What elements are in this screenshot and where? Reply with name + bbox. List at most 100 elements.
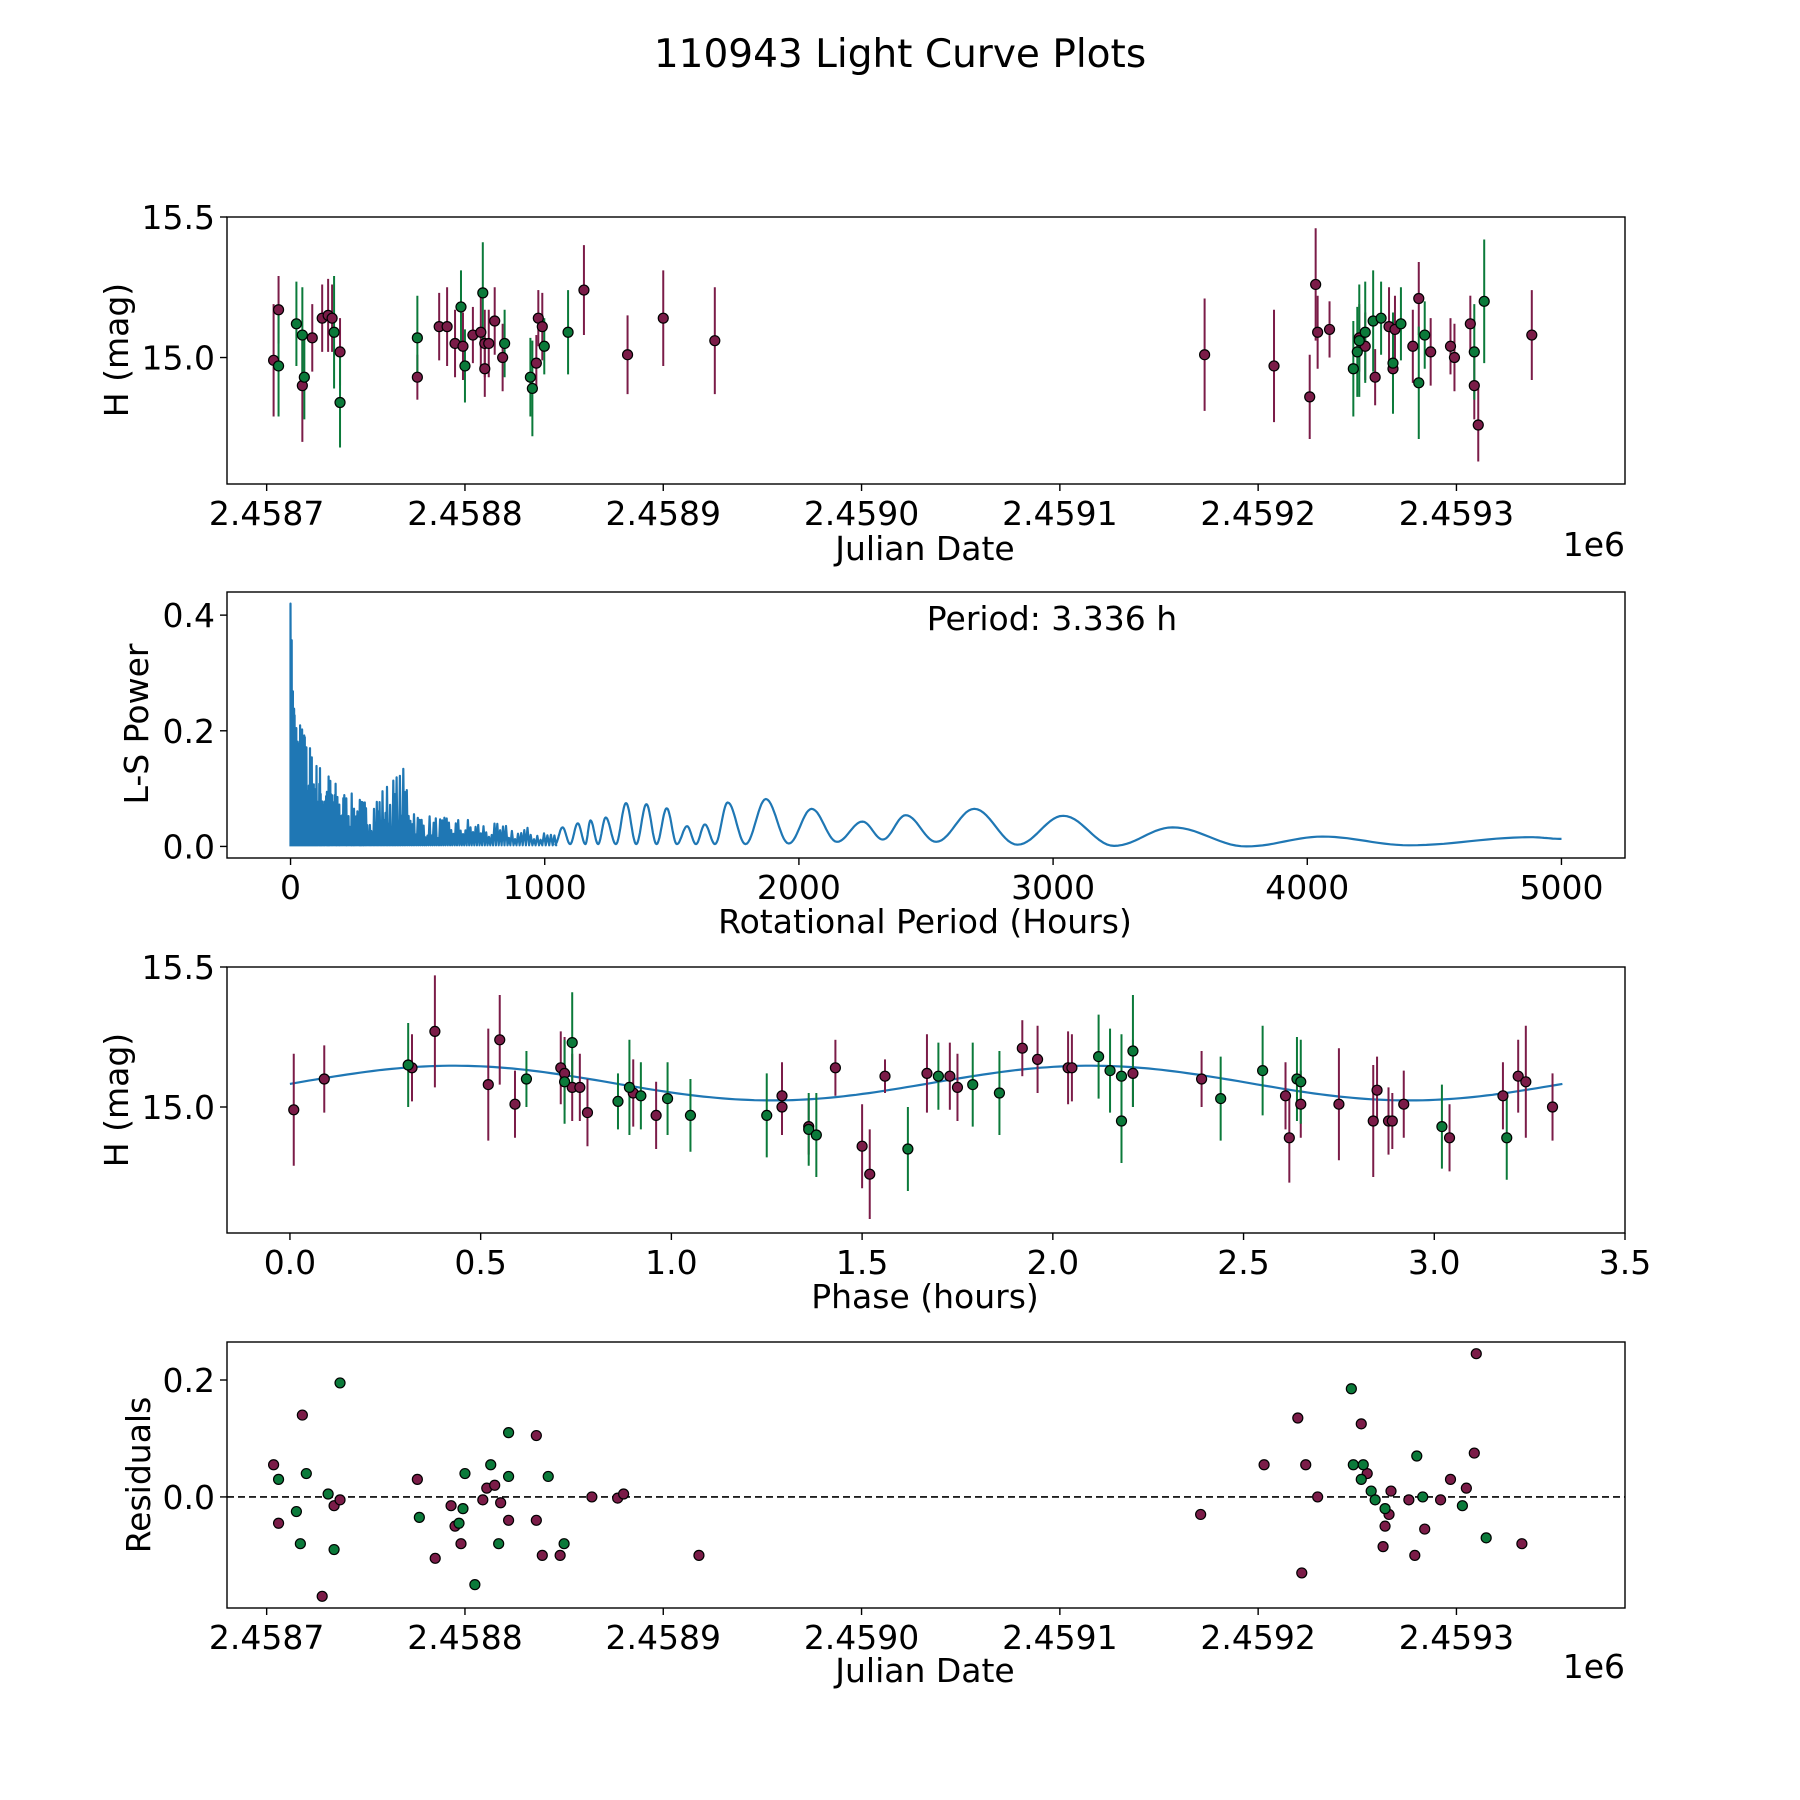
resid-red-point (536, 1549, 548, 1561)
resid-green-point (1369, 1494, 1381, 1506)
lc-green-point (334, 396, 346, 409)
resid-red-point (1195, 1508, 1207, 1521)
lc-red-point (306, 332, 318, 344)
resid-red-point (1379, 1520, 1391, 1532)
phase-red-point (1520, 1076, 1532, 1088)
lc-green-point (1413, 377, 1425, 389)
lc-red-point (334, 346, 346, 358)
resid-green-point (290, 1505, 303, 1518)
lc-red-point (1444, 340, 1457, 352)
resid-green-point (1347, 1459, 1359, 1471)
lc-green-point (1387, 357, 1399, 369)
resid-green-point (1357, 1459, 1369, 1471)
resid-red-point (1355, 1418, 1367, 1430)
resid-red-point (411, 1473, 423, 1485)
ls-x-tick-label: 0 (280, 868, 301, 907)
phase-green-point (967, 1078, 979, 1091)
lc-red-point (1304, 391, 1316, 403)
lc-green-point (538, 340, 550, 352)
ls-x-tick-label: 3000 (1011, 868, 1095, 907)
resid-red-point (296, 1409, 308, 1421)
phase-x-tick-label: 0.0 (264, 1243, 316, 1282)
phase-red-point (288, 1104, 300, 1116)
phase-red-point (1386, 1115, 1398, 1127)
resid-red-point (477, 1494, 489, 1506)
phase-red-point (509, 1098, 521, 1110)
lc-green-point (526, 382, 538, 395)
lc-red-point (497, 351, 509, 364)
resid-red-point (554, 1549, 566, 1561)
lc-red-point (1268, 360, 1280, 372)
phase-x-tick-label: 2.5 (1217, 1243, 1269, 1282)
lc-red-point (1413, 292, 1425, 305)
phase-red-point (776, 1090, 788, 1102)
resid-green-point (1480, 1532, 1492, 1544)
phase-green-point (558, 1076, 571, 1088)
lc-red-point (709, 335, 721, 347)
resid-x-tick-label: 2.4587 (209, 1618, 324, 1657)
resid-red-point (445, 1500, 457, 1512)
phase-red-point (581, 1106, 594, 1119)
resid-green-point (1345, 1383, 1357, 1395)
phase-red-point (650, 1109, 662, 1122)
resid-x-tick-label: 2.4588 (407, 1618, 522, 1657)
phase-red-point (318, 1073, 330, 1085)
resid-red-point (1312, 1491, 1324, 1503)
lc-green-point (562, 326, 574, 338)
phase-x-tick-label: 2.0 (1027, 1243, 1079, 1282)
resid-green-point (1411, 1450, 1423, 1462)
resid-red-point (1377, 1541, 1389, 1553)
resid-red-point (1385, 1485, 1397, 1497)
lc-red-point (457, 340, 469, 352)
phase-red-point (429, 1025, 441, 1038)
phase-green-point (1093, 1050, 1105, 1063)
phase-red-point (856, 1140, 868, 1152)
resid-red-point (489, 1479, 501, 1491)
phase-green-point (761, 1109, 773, 1122)
resid-red-point (1468, 1447, 1480, 1459)
resid-x-tick-label: 2.4589 (606, 1618, 721, 1657)
phase-x-tick-label: 0.5 (454, 1243, 506, 1282)
phase-red-point (1398, 1098, 1410, 1110)
lc-red-point (272, 304, 285, 316)
resid-red-point (334, 1494, 346, 1506)
resid-green-point (502, 1427, 515, 1439)
phase-red-point (1127, 1067, 1139, 1080)
lc-x-tick-label: 2.4593 (1399, 494, 1514, 533)
phase-red-point (1066, 1062, 1078, 1074)
phase-green-point (993, 1087, 1006, 1099)
light-curve-ylabel: H (mag) (97, 283, 136, 417)
resid-x-tick-label: 2.4591 (1002, 1618, 1117, 1657)
resid-x-tick-label: 2.4592 (1200, 1618, 1315, 1657)
lc-x-tick-label: 2.4588 (407, 494, 522, 533)
lc-green-point (1359, 326, 1371, 338)
resid-green-point (1379, 1503, 1391, 1515)
phase-red-point (921, 1067, 933, 1080)
resid-red-point (502, 1514, 515, 1526)
ls-frame (226, 591, 1626, 859)
lc-red-point (578, 284, 590, 296)
lc-red-point (479, 363, 491, 375)
phase-x-tick-label: 1.0 (645, 1243, 697, 1282)
phase-red-point (1497, 1090, 1509, 1102)
lc-x-tick-label: 2.4590 (804, 494, 919, 533)
phase-red-point (1283, 1132, 1295, 1144)
light-curve-panel: Julian Date H (mag) 1e6 2.4587 2.4588 2.45… (97, 198, 1626, 568)
resid-red-point (268, 1459, 280, 1471)
lc-green-point (1468, 346, 1480, 358)
phase-y-tick-label: 15.0 (142, 1088, 215, 1127)
light-curve-offset-label: 1e6 (1563, 525, 1625, 564)
ls-y-tick-label: 0.2 (163, 712, 215, 751)
light-curve-plot: 2.4587 2.4588 2.4589 2.4590 2.4591 2.4592 2.45… (142, 198, 1626, 533)
ls-x-tick-label: 4000 (1265, 868, 1349, 907)
phase-red-point (1546, 1101, 1559, 1113)
phase-green-point (1436, 1120, 1448, 1133)
lc-x-tick-label: 2.4589 (606, 494, 721, 533)
phase-red-point (1371, 1084, 1383, 1096)
phase-red-point (1443, 1132, 1456, 1144)
light-curve-xlabel: Julian Date (833, 529, 1015, 568)
phase-red-point (1512, 1070, 1524, 1082)
lc-frame (226, 216, 1626, 485)
resid-green-point (542, 1470, 554, 1483)
